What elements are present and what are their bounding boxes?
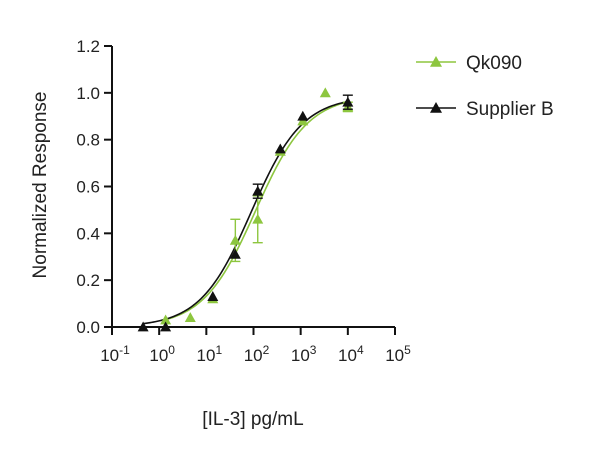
legend-marker [430, 56, 442, 67]
x-axis-title: [IL-3] pg/mL [202, 409, 303, 430]
legend-label: Qk090 [466, 53, 522, 74]
data-point [274, 143, 286, 154]
data-point [319, 87, 331, 98]
data-point [297, 110, 309, 121]
y-tick-label: 0.0 [76, 318, 100, 337]
axes [111, 46, 395, 328]
x-tick-label: 100 [149, 343, 175, 365]
x-tick-label: 102 [244, 343, 270, 365]
data-point [229, 234, 241, 245]
x-tick-label: 10-1 [100, 343, 130, 365]
x-tick-label: 104 [338, 343, 364, 365]
x-tick-label: 105 [385, 343, 411, 365]
data-point [252, 185, 264, 196]
legend-marker [430, 102, 442, 113]
data-point [160, 314, 172, 325]
data-point [207, 291, 219, 301]
x-tick-label: 103 [291, 343, 317, 365]
y-tick-label: 1.2 [76, 37, 100, 56]
data-point [342, 96, 354, 107]
y-tick-label: 0.2 [76, 271, 100, 290]
fit-curves [143, 100, 349, 325]
data-point [229, 248, 241, 259]
ticks: 0.0 0.2 0.4 0.6 0.8 1.0 1.2 10-1 100 101 102 103 104… [76, 37, 411, 365]
y-axis-title: Normalized Response [30, 92, 51, 279]
y-tick-label: 1.0 [76, 84, 100, 103]
fit-curve [165, 101, 349, 321]
y-tick-label: 0.6 [76, 178, 100, 197]
legend: Qk090 Supplier B [416, 53, 554, 120]
y-tick-label: 0.8 [76, 131, 100, 150]
data-point [252, 213, 264, 224]
legend-label: Supplier B [466, 99, 554, 120]
data-points [137, 87, 354, 332]
x-tick-label: 101 [197, 343, 223, 365]
fit-curve [143, 100, 348, 325]
data-point [184, 312, 196, 323]
y-tick-label: 0.4 [76, 224, 100, 243]
